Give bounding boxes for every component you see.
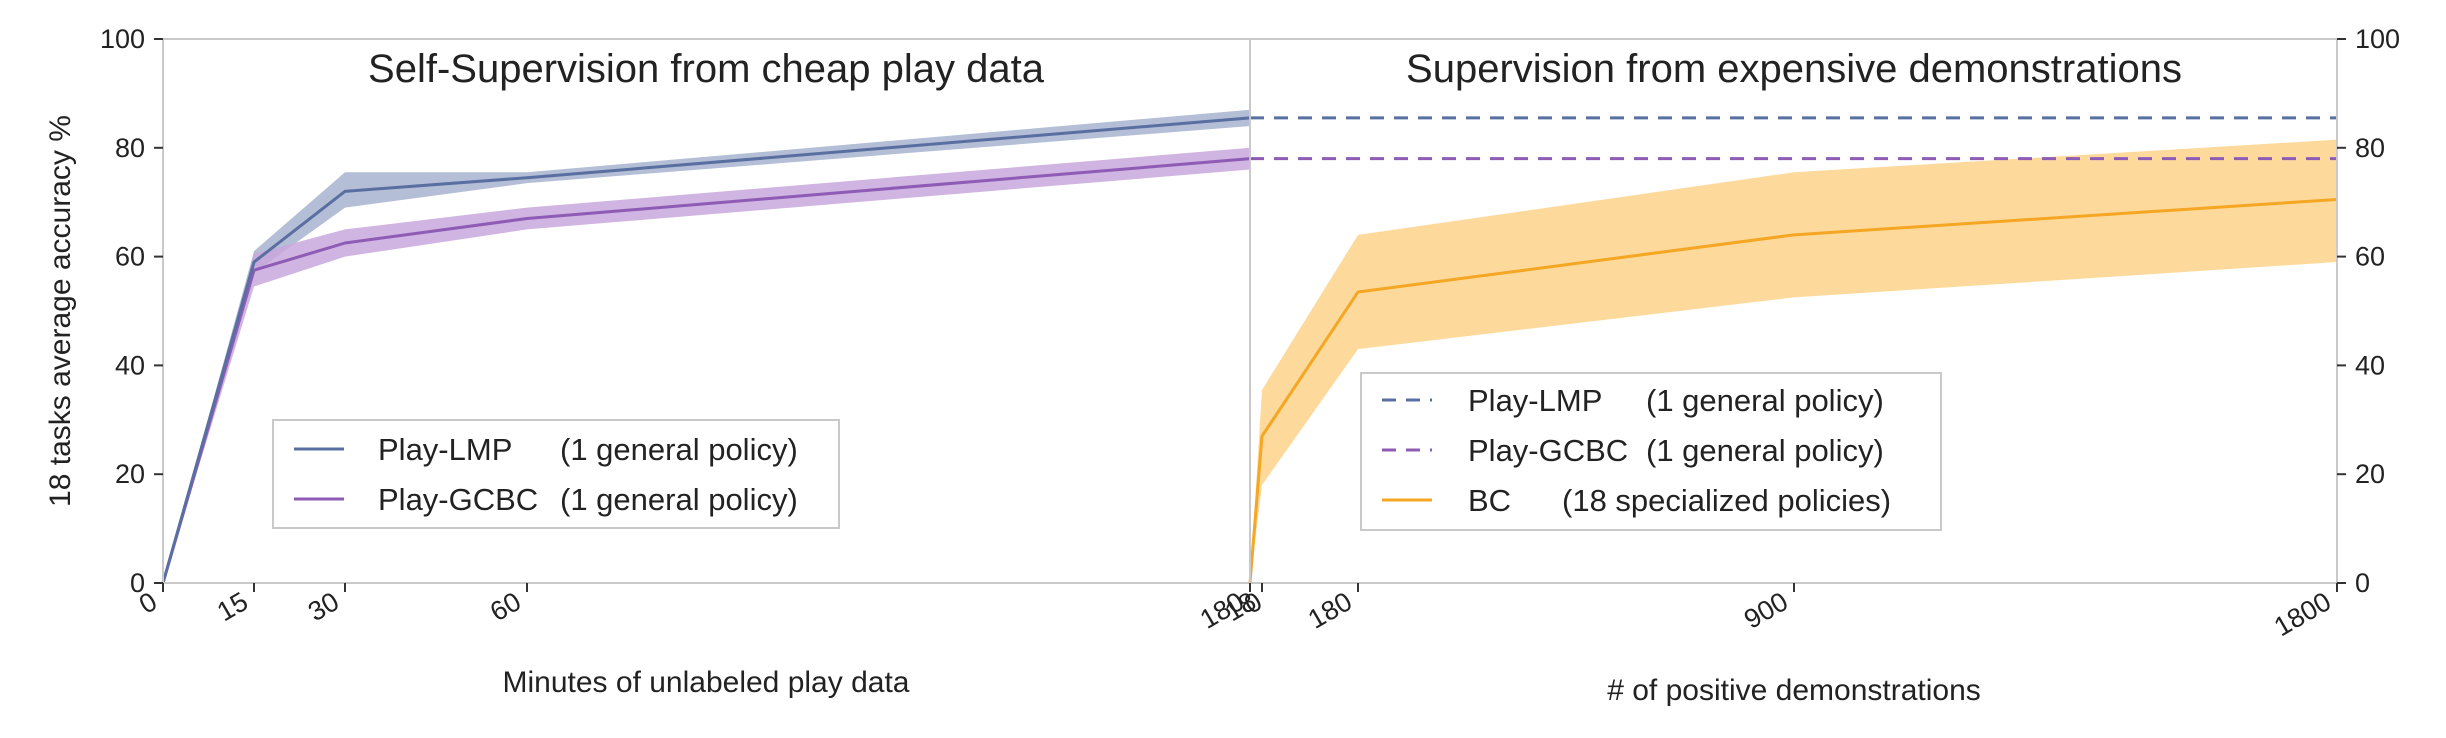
left-x-tick-label: 60 — [485, 586, 526, 627]
line-bc — [1248, 197, 2338, 584]
y-axis-title: 18 tasks average accuracy % — [44, 115, 77, 507]
right-x-axis-title: # of positive demonstrations — [1607, 674, 1981, 707]
left-y-tick-label: 20 — [115, 459, 145, 489]
right-panel-title: Supervision from expensive demonstration… — [1406, 47, 2182, 91]
right-legend-name: Play-LMP — [1468, 383, 1602, 418]
left-legend-name: Play-GCBC — [378, 482, 538, 517]
right-x-tick-label: 180 — [1303, 586, 1357, 635]
right-legend-suffix: (18 specialized policies) — [1562, 483, 1891, 518]
left-legend-frame — [272, 419, 840, 529]
left-legend-suffix: (1 general policy) — [560, 482, 798, 517]
left-legend: Play-LMP (1 general policy) Play-GCBC (1 ge… — [272, 419, 840, 529]
right-y-tick-label: 60 — [2355, 242, 2385, 272]
right-y-tick-label: 80 — [2355, 133, 2385, 163]
band-bc — [1250, 139, 2337, 583]
right-legend-name: Play-GCBC — [1468, 433, 1628, 468]
left-legend-name: Play-LMP — [378, 432, 512, 467]
left-y-tick-label: 0 — [130, 568, 145, 598]
right-y-tick-label: 20 — [2355, 459, 2385, 489]
left-x-tick-label: 15 — [212, 586, 253, 627]
right-legend-frame — [1360, 372, 1942, 531]
left-legend-suffix: (1 general policy) — [560, 432, 798, 467]
left-y-tick-label: 80 — [115, 133, 145, 163]
left-x-axis-title: Minutes of unlabeled play data — [503, 666, 910, 699]
right-y-tick-label: 0 — [2355, 568, 2370, 598]
right-legend-suffix: (1 general policy) — [1646, 383, 1884, 418]
right-x-tick-label: 1800 — [2269, 586, 2336, 642]
right-x-tick-label: 900 — [1739, 586, 1793, 635]
left-y-tick-label: 40 — [115, 350, 145, 380]
right-y-tick-label: 100 — [2355, 24, 2400, 54]
right-legend-suffix: (1 general policy) — [1646, 433, 1884, 468]
left-panel-title: Self-Supervision from cheap play data — [368, 47, 1045, 91]
right-legend: Play-LMP (1 general policy) Play-GCBC (1 ge… — [1360, 372, 1942, 531]
line-play-lmp — [161, 116, 1251, 584]
right-legend-name: BC — [1468, 483, 1511, 518]
left-y-tick-label: 100 — [100, 24, 145, 54]
left-y-tick-label: 60 — [115, 242, 145, 272]
right-y-tick-label: 40 — [2355, 350, 2385, 380]
left-x-tick-label: 0 — [134, 586, 162, 619]
left-x-tick-label: 30 — [303, 586, 344, 627]
